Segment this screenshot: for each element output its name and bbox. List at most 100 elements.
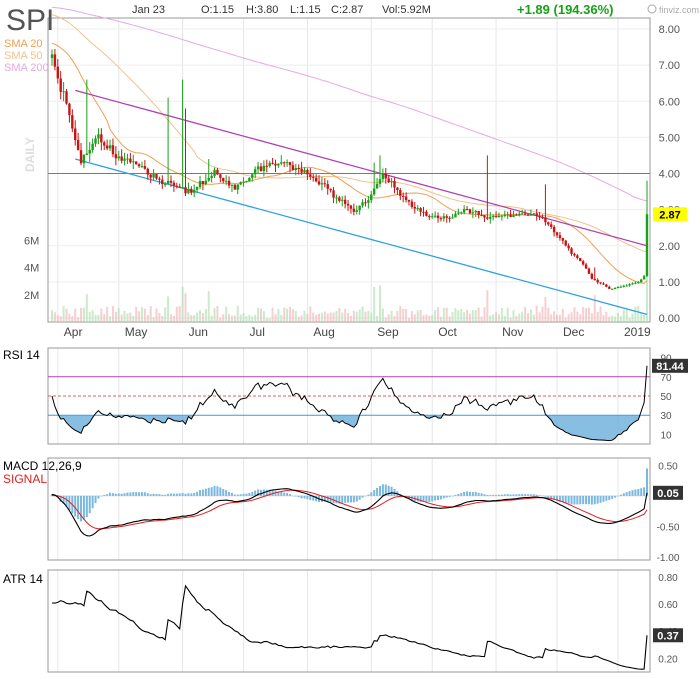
candle-body: [544, 217, 547, 223]
volume-bar: [556, 314, 559, 322]
candle-body: [474, 211, 477, 213]
macd-hist-bar: [216, 486, 219, 496]
volume-bar: [329, 312, 332, 322]
candle-body: [497, 215, 501, 218]
candle-body: [335, 197, 338, 199]
volume-bar: [170, 314, 172, 322]
volume-bar: [399, 306, 402, 322]
candle-body: [433, 215, 437, 217]
volume-bar: [521, 311, 524, 322]
volume-bar: [268, 317, 271, 322]
macd-hist-bar: [271, 489, 274, 496]
candle-body: [259, 166, 263, 172]
candle-body: [143, 166, 147, 169]
volume-bar: [312, 312, 315, 322]
macd-hist-bar: [80, 495, 83, 522]
candle-body: [97, 134, 100, 139]
candle-body: [111, 145, 115, 155]
candle-body: [451, 217, 454, 219]
macd-hist-bar: [341, 495, 344, 503]
candle-body: [555, 232, 559, 236]
macd-hist-bar: [199, 490, 202, 496]
macd-hist-bar: [535, 494, 538, 496]
macd-hist-bar: [590, 495, 593, 505]
volume-bar: [515, 315, 518, 322]
macd-hist-bar: [422, 495, 425, 502]
volume-bar: [622, 309, 625, 322]
volume-bar: [158, 312, 161, 322]
header-high: H:3.80: [246, 4, 278, 16]
candle-body: [384, 173, 387, 179]
volume-bar: [599, 306, 602, 322]
volume-tick-label: 6M: [24, 236, 39, 248]
candle-body: [370, 194, 373, 201]
volume-bar: [373, 287, 376, 322]
candle-body: [85, 153, 89, 155]
macd-hist-bar: [283, 492, 286, 496]
macd-hist-bar: [213, 485, 216, 496]
candle-body: [413, 206, 417, 209]
volume-bar: [120, 314, 123, 322]
candle-body: [364, 202, 367, 204]
macd-hist-bar: [646, 468, 648, 496]
macd-hist-bar: [68, 495, 71, 510]
volume-bar: [422, 315, 425, 322]
macd-hist-bar: [91, 495, 94, 509]
candle-body: [323, 183, 327, 185]
candle-body: [146, 168, 149, 175]
candle-body: [175, 185, 179, 187]
candle-body: [416, 208, 419, 210]
volume-tick-label: 4M: [24, 263, 39, 275]
rsi-tick-label: 30: [660, 411, 672, 422]
volume-bar: [352, 310, 355, 322]
volume-bar: [463, 312, 466, 322]
x-tick-label: Jun: [189, 325, 208, 339]
candle-body: [538, 216, 541, 218]
volume-bar: [132, 315, 135, 322]
macd-hist-bar: [370, 492, 373, 496]
candle-body: [610, 288, 614, 290]
macd-hist-bar: [425, 495, 428, 503]
volume-bar: [532, 314, 535, 322]
volume-bar: [541, 306, 544, 322]
candle-body: [465, 209, 469, 211]
candle-body: [491, 216, 495, 218]
macd-hist-bar: [529, 494, 532, 496]
candle-body: [222, 177, 225, 182]
volume-bar: [553, 311, 556, 322]
candle-body: [245, 181, 248, 183]
volume-bar: [77, 316, 80, 322]
macd-hist-bar: [521, 493, 524, 496]
volume-bar: [483, 307, 486, 322]
volume-bar: [364, 311, 367, 322]
volume-bar: [62, 306, 65, 322]
volume-bar: [564, 317, 567, 322]
candle-body: [428, 215, 431, 217]
macd-hist-bar: [471, 492, 474, 496]
macd-hist-bar: [625, 492, 628, 496]
macd-hist-bar: [167, 493, 170, 496]
macd-hist-bar: [236, 494, 239, 496]
volume-bar: [167, 296, 170, 322]
candle-body: [105, 145, 109, 149]
macd-hist-bar: [431, 495, 434, 502]
volume-bar: [561, 308, 564, 322]
volume-bar: [390, 310, 393, 322]
candle-body: [137, 164, 141, 167]
atr-value-label: 0.37: [657, 630, 678, 642]
macd-hist-bar: [274, 490, 277, 496]
candle-body: [239, 182, 242, 185]
macd-hist-bar: [564, 495, 567, 504]
macd-hist-bar: [233, 494, 236, 496]
volume-bar: [277, 308, 280, 322]
candle-body: [442, 216, 446, 219]
candle-body: [387, 178, 390, 183]
candle-body: [367, 200, 370, 203]
candle-body: [91, 143, 94, 150]
macd-hist-bar: [544, 495, 547, 497]
candle-body: [317, 181, 321, 185]
volume-bar: [637, 305, 640, 322]
volume-bar: [495, 312, 498, 322]
macd-hist-bar: [524, 494, 527, 496]
volume-bar: [259, 308, 262, 322]
